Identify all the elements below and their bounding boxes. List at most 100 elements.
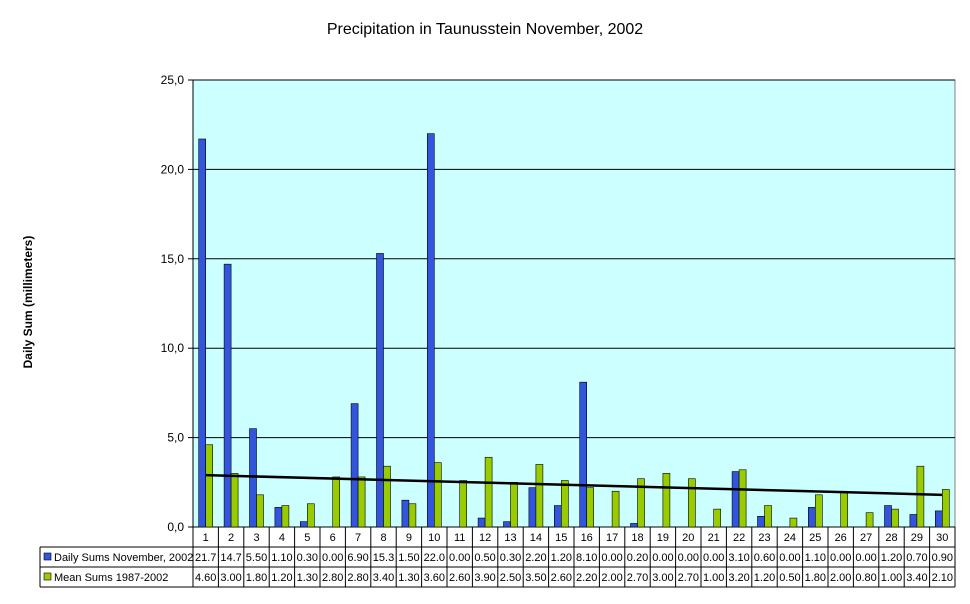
bar-mean-4 — [281, 505, 290, 528]
x-tick-label: 6 — [330, 532, 336, 544]
bar-daily-7 — [350, 403, 359, 528]
data-label-mean: 2.10 — [932, 572, 953, 584]
data-label-mean: 1.30 — [398, 572, 419, 584]
x-tick-label: 30 — [936, 532, 948, 544]
data-label-mean: 2.20 — [576, 572, 597, 584]
data-label-mean: 1.00 — [703, 572, 724, 584]
data-label-mean: 2.00 — [601, 572, 622, 584]
y-tick-label: 25,0 — [161, 73, 185, 87]
data-label-daily: 3.10 — [728, 552, 749, 564]
x-tick-label: 10 — [428, 532, 440, 544]
bar-daily-4 — [274, 507, 283, 528]
bar-mean-1 — [205, 444, 213, 528]
x-tick-label: 27 — [860, 532, 872, 544]
data-label-daily: 5.50 — [246, 552, 267, 564]
y-tick-label: 0,0 — [167, 520, 184, 534]
data-label-mean: 3.60 — [424, 572, 445, 584]
x-tick-label: 25 — [809, 532, 821, 544]
data-label-daily: 1.50 — [398, 552, 419, 564]
x-tick-label: 1 — [203, 532, 209, 544]
x-tick-label: 13 — [504, 532, 516, 544]
bar-daily-10 — [426, 133, 435, 528]
x-tick-label: 9 — [406, 532, 412, 544]
y-tick-label: 10,0 — [161, 341, 185, 355]
x-tick-label: 15 — [555, 532, 567, 544]
bar-daily-14 — [528, 487, 537, 528]
bar-mean-25 — [814, 494, 823, 528]
data-label-mean: 1.00 — [881, 572, 902, 584]
bar-daily-25 — [807, 507, 816, 528]
x-tick-label: 21 — [708, 532, 720, 544]
x-tick-label: 16 — [581, 532, 593, 544]
data-label-daily: 1.20 — [551, 552, 572, 564]
data-label-daily: 0.70 — [906, 552, 927, 564]
data-label-daily: 14.7 — [220, 552, 241, 564]
bar-daily-15 — [553, 505, 562, 528]
bar-daily-3 — [249, 428, 257, 528]
data-label-daily: 0.00 — [601, 552, 622, 564]
data-label-mean: 3.90 — [474, 572, 495, 584]
y-tick-label: 5,0 — [167, 431, 184, 445]
data-label-mean: 2.00 — [830, 572, 851, 584]
x-tick-label: 18 — [631, 532, 643, 544]
data-label-mean: 3.40 — [906, 572, 927, 584]
bar-daily-13 — [503, 521, 511, 528]
bar-mean-10 — [433, 462, 442, 528]
bar-mean-6 — [332, 476, 341, 528]
data-label-daily: 15.3 — [373, 552, 394, 564]
bar-daily-23 — [757, 515, 765, 528]
bar-mean-12 — [484, 456, 493, 528]
data-label-daily: 0.00 — [449, 552, 470, 564]
data-label-mean: 2.70 — [678, 572, 699, 584]
x-tick-label: 14 — [530, 532, 542, 544]
data-label-daily: 1.10 — [805, 552, 826, 564]
data-label-mean: 2.60 — [551, 572, 572, 584]
bar-mean-14 — [535, 464, 544, 528]
data-label-mean: 0.80 — [855, 572, 876, 584]
bar-mean-7 — [357, 476, 366, 528]
data-label-mean: 1.20 — [754, 572, 775, 584]
data-label-mean: 1.30 — [297, 572, 318, 584]
data-label-daily: 0.00 — [703, 552, 724, 564]
data-label-mean: 2.50 — [500, 572, 521, 584]
data-label-mean: 3.00 — [652, 572, 673, 584]
data-label-mean: 1.20 — [271, 572, 292, 584]
bar-mean-9 — [408, 503, 417, 528]
x-tick-label: 17 — [606, 532, 618, 544]
x-tick-label: 7 — [355, 532, 361, 544]
data-label-mean: 4.60 — [195, 572, 216, 584]
bar-daily-5 — [299, 521, 308, 528]
y-tick-label: 20,0 — [161, 162, 185, 176]
data-label-mean: 3.00 — [220, 572, 241, 584]
x-tick-label: 11 — [454, 532, 465, 544]
bar-mean-5 — [306, 503, 315, 528]
bar-daily-29 — [909, 514, 918, 528]
bar-mean-2 — [230, 473, 239, 528]
bar-daily-30 — [934, 510, 943, 528]
x-tick-label: 23 — [758, 532, 770, 544]
data-label-daily: 21.7 — [195, 552, 216, 564]
x-tick-label: 22 — [733, 532, 745, 544]
data-label-daily: 0.50 — [474, 552, 495, 564]
bar-mean-3 — [256, 494, 264, 528]
data-label-mean: 2.80 — [322, 572, 343, 584]
chart-title: Precipitation in Taunusstein November, 2… — [326, 21, 644, 38]
x-tick-label: 4 — [279, 532, 285, 544]
bar-mean-15 — [560, 480, 569, 528]
bar-mean-16 — [586, 487, 595, 528]
data-label-mean: 2.60 — [449, 572, 470, 584]
x-tick-label: 8 — [380, 532, 386, 544]
data-label-daily: 2.20 — [525, 552, 546, 564]
data-label-daily: 0.00 — [830, 552, 851, 564]
data-label-daily: 0.90 — [932, 552, 953, 564]
bar-daily-12 — [477, 517, 486, 528]
bar-mean-21 — [713, 508, 722, 528]
data-label-mean: 0.50 — [779, 572, 800, 584]
data-label-daily: 0.00 — [678, 552, 699, 564]
bar-daily-18 — [630, 523, 638, 528]
x-tick-label: 26 — [835, 532, 847, 544]
data-label-daily: 0.20 — [627, 552, 648, 564]
bar-mean-28 — [891, 508, 899, 528]
legend-label-mean: Mean Sums 1987-2002 — [54, 572, 168, 584]
